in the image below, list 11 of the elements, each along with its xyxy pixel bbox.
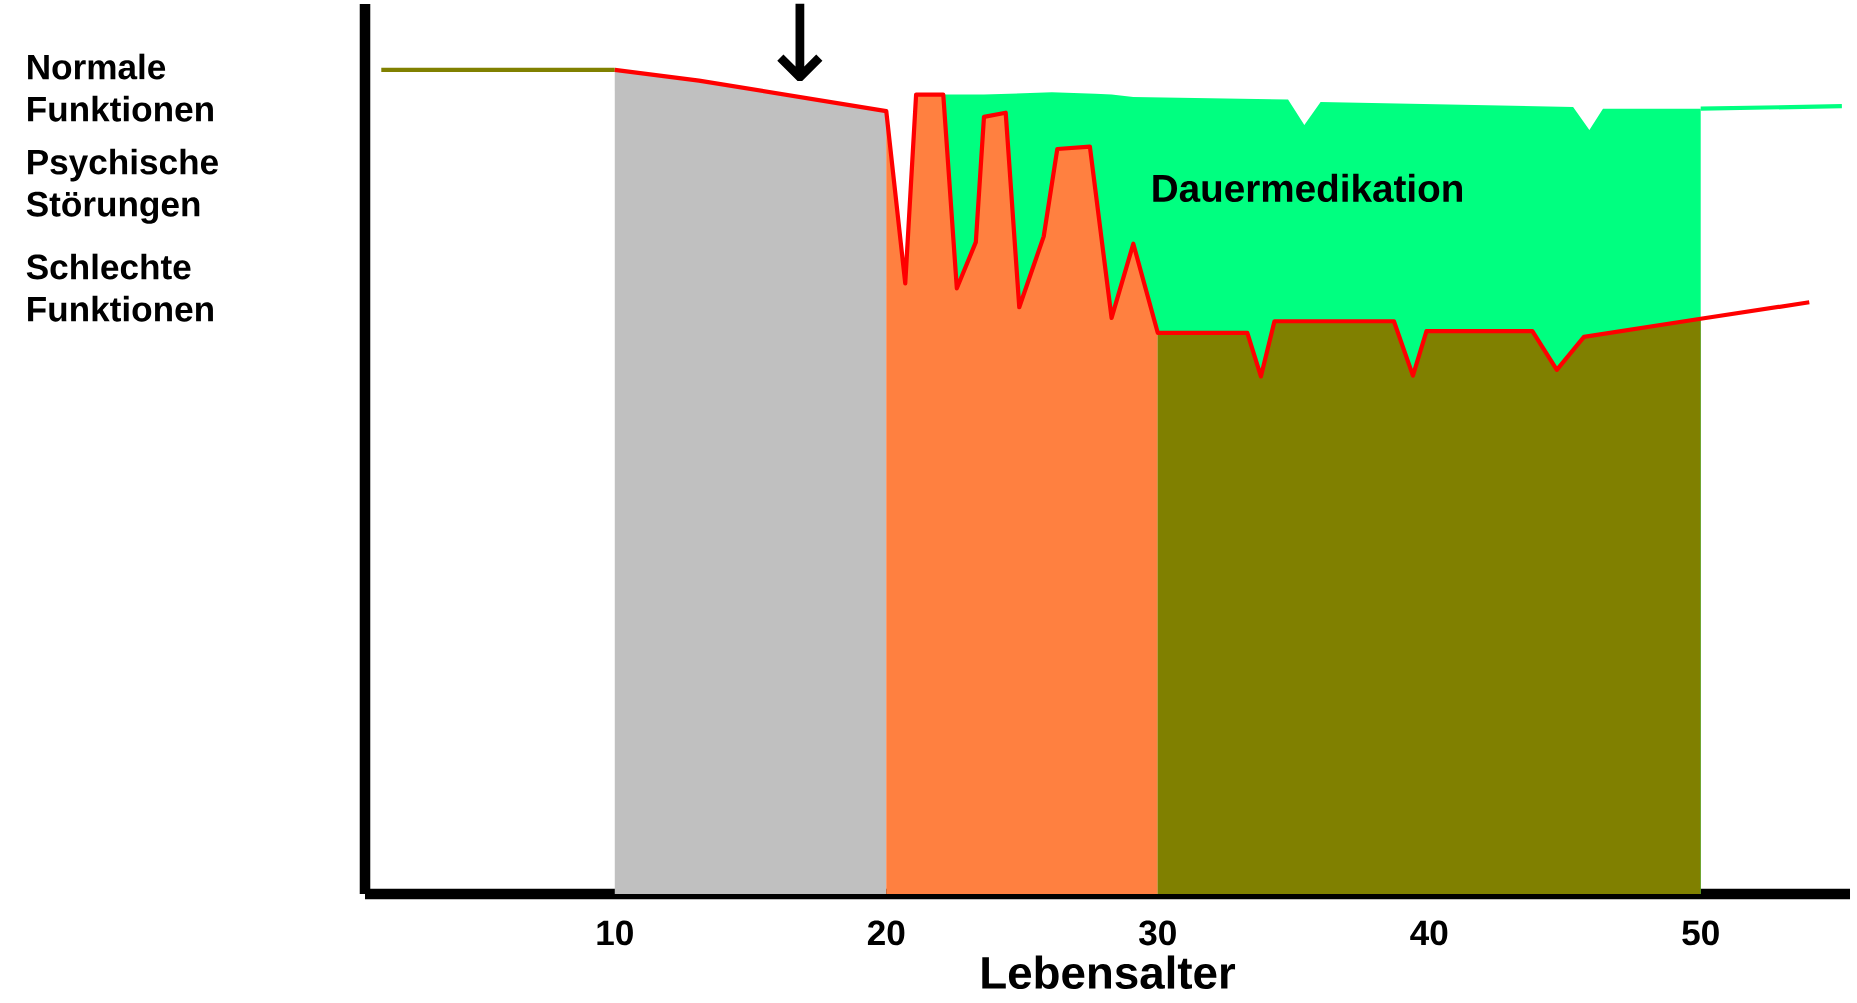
x-axis-title: Lebensalter — [982, 955, 1236, 990]
annotation: ↓ — [777, 3, 823, 81]
text: Normale Funktionen — [28, 53, 213, 122]
x-tick-label: 50 — [1682, 920, 1719, 946]
x-tick-label: 40 — [1410, 920, 1448, 946]
text: Schlechte Funktionen — [26, 253, 213, 322]
x-tick-label: 30 — [1139, 920, 1176, 946]
text: Psychische Störungen — [26, 148, 218, 224]
annotation: Dauermedikation — [1153, 173, 1462, 203]
x-tick-label: 10 — [597, 920, 633, 946]
x-tick-label: 20 — [867, 920, 905, 946]
